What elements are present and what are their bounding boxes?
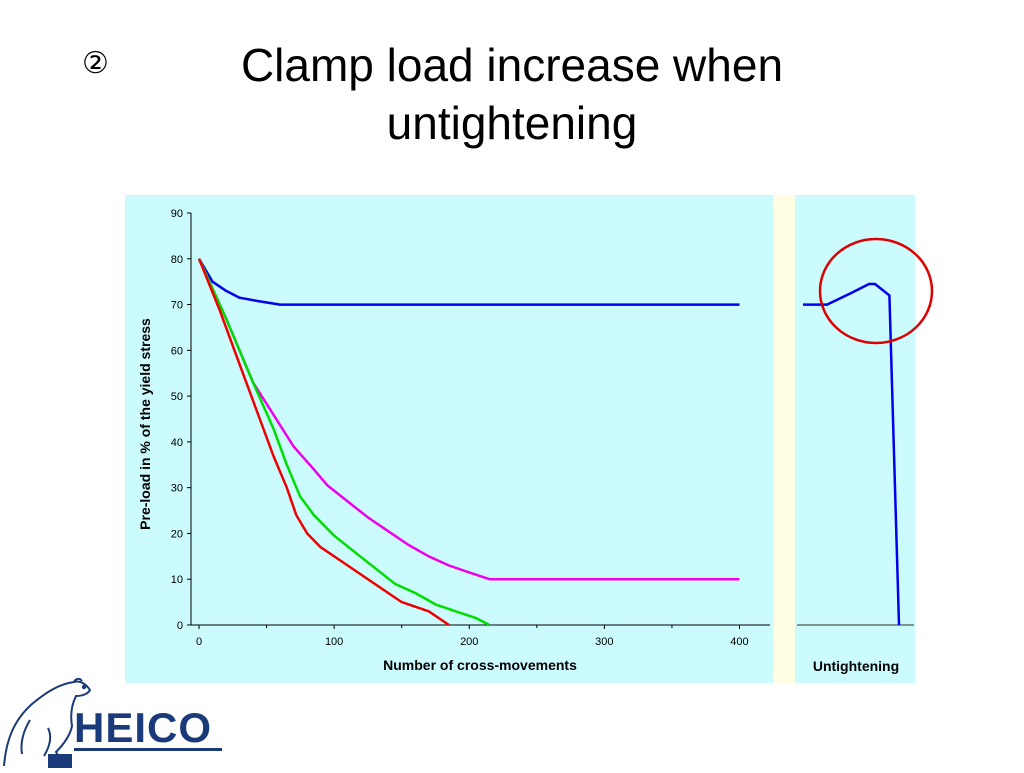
polar-bear-icon [3, 677, 92, 767]
untightening-series-line [803, 282, 901, 626]
heico-logo: HEICO [0, 670, 230, 768]
y-axis-label: Pre-load in % of the yield stress [137, 318, 153, 530]
title-line-1: Clamp load increase when [240, 39, 784, 91]
untightening-panel-background [795, 195, 915, 683]
series-line-green [197, 258, 491, 627]
slide-title: Clamp load increase when untightening [0, 36, 1024, 152]
untightening-label: Untightening [813, 658, 899, 674]
y-tick-label: 90 [171, 208, 183, 220]
slide-number: ② [82, 46, 109, 81]
chart-separator [773, 195, 795, 683]
y-tick-label: 80 [171, 254, 183, 266]
y-tick-label: 70 [171, 300, 183, 312]
y-tick-label: 40 [171, 437, 183, 449]
title-line-2: untightening [386, 97, 638, 149]
series-line-red [197, 258, 450, 627]
highlight-circle [818, 237, 934, 345]
y-tick-label: 30 [171, 483, 183, 495]
x-tick-label: 400 [730, 636, 748, 648]
x-tick-label: 200 [460, 636, 478, 648]
y-tick-label: 60 [171, 345, 183, 357]
chart-background [125, 195, 773, 683]
x-axis-label: Number of cross-movements [383, 657, 577, 673]
logo-bar [48, 754, 72, 768]
x-tick-label: 0 [196, 636, 202, 648]
series-line-blue [197, 258, 740, 306]
y-tick-label: 10 [171, 574, 183, 586]
y-tick-label: 0 [177, 620, 183, 632]
x-tick-label: 300 [595, 636, 613, 648]
logo-underline [74, 748, 222, 751]
x-tick-label: 100 [325, 636, 343, 648]
heico-logo-text: HEICO [74, 704, 212, 751]
y-tick-label: 50 [171, 391, 183, 403]
series-line-magenta [197, 258, 740, 581]
y-tick-label: 20 [171, 528, 183, 540]
